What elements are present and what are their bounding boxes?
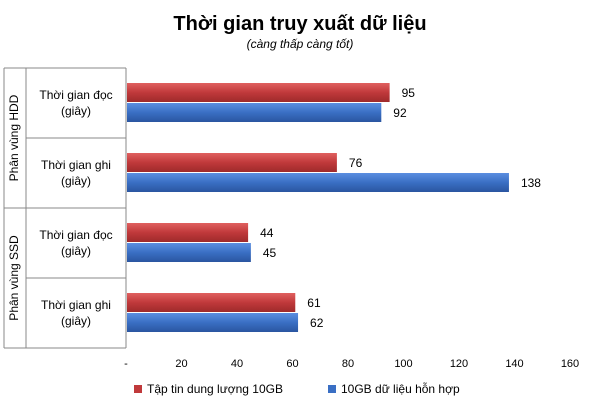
group-label: Phân vùng HDD xyxy=(7,94,21,181)
data-label: 138 xyxy=(521,176,541,190)
data-label: 61 xyxy=(307,296,321,310)
category-label-line2: (giây) xyxy=(61,104,91,118)
x-tick-label: 20 xyxy=(175,358,187,370)
chart-subtitle: (càng thấp càng tốt) xyxy=(247,37,354,51)
bar-file-10gb xyxy=(127,223,249,242)
data-label: 44 xyxy=(260,226,274,240)
bar-file-10gb xyxy=(127,83,390,102)
bar-mixed-10gb xyxy=(127,173,509,192)
category-label-line1: Thời gian ghi xyxy=(41,298,111,312)
x-tick-label: 140 xyxy=(505,358,523,370)
legend-label: 10GB dữ liệu hỗn hợp xyxy=(341,381,460,396)
data-label: 45 xyxy=(263,246,277,260)
bars xyxy=(127,83,509,332)
labels: Phân vùng HDD Thời gian đọc (giây) 95 92 Thời… xyxy=(7,86,579,370)
legend-swatch xyxy=(328,385,336,393)
x-tick-label: 40 xyxy=(231,358,243,370)
axes xyxy=(3,67,127,349)
x-tick-label: 120 xyxy=(450,358,468,370)
x-tick-label: 80 xyxy=(342,358,354,370)
category-label-line2: (giây) xyxy=(61,314,91,328)
group-label: Phân vùng SSD xyxy=(7,235,21,321)
x-tick-label: 60 xyxy=(286,358,298,370)
bar-mixed-10gb xyxy=(127,313,299,332)
data-label: 62 xyxy=(310,316,324,330)
category-label-line2: (giây) xyxy=(61,174,91,188)
data-label: 92 xyxy=(393,106,407,120)
category-label-line1: Thời gian đọc xyxy=(39,228,112,242)
bar-mixed-10gb xyxy=(127,243,251,262)
x-tick-label: 160 xyxy=(561,358,579,370)
data-label: 76 xyxy=(349,156,363,170)
legend-label: Tập tin dung lượng 10GB xyxy=(147,382,283,396)
x-tick-label: 100 xyxy=(394,358,412,370)
bar-file-10gb xyxy=(127,153,337,172)
bar-file-10gb xyxy=(127,293,296,312)
bar-mixed-10gb xyxy=(127,103,382,122)
category-label-line2: (giây) xyxy=(61,244,91,258)
category-label-line1: Thời gian đọc xyxy=(39,88,112,102)
chart-title: Thời gian truy xuất dữ liệu xyxy=(173,13,426,35)
legend: Tập tin dung lượng 10GB 10GB dữ liệu hỗn … xyxy=(134,381,460,396)
x-tick-label: - xyxy=(124,358,128,370)
data-label: 95 xyxy=(402,86,416,100)
category-label-line1: Thời gian ghi xyxy=(41,158,111,172)
legend-swatch xyxy=(134,385,142,393)
